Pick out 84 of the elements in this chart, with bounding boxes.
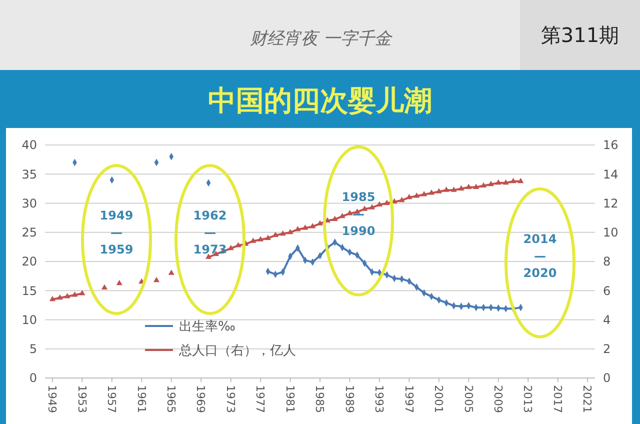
chart-title: 中国的四次婴儿潮	[208, 84, 432, 117]
x-tick-label: 1973	[224, 385, 237, 413]
y-tick-label: 25	[22, 226, 37, 240]
x-tick-label: 2017	[550, 385, 564, 413]
annotation: 1962 — 1973	[193, 208, 227, 257]
y2-tick-label: 0	[603, 371, 611, 386]
point	[480, 182, 487, 188]
x-tick-label: 1993	[372, 385, 386, 413]
point	[450, 186, 457, 192]
y2-tick-label: 2	[603, 342, 611, 356]
point	[473, 184, 480, 189]
point	[428, 190, 435, 195]
point	[421, 191, 428, 196]
point	[510, 178, 516, 184]
y2-tick-label: 10	[603, 226, 618, 240]
point	[502, 179, 509, 185]
point	[258, 236, 264, 242]
y-tick-label: 35	[22, 167, 37, 182]
point	[116, 280, 122, 286]
point	[346, 210, 353, 216]
point	[384, 200, 390, 206]
point	[280, 230, 286, 236]
x-tick-label: 2005	[462, 385, 475, 413]
annotation: 1985 — 1990	[342, 190, 376, 238]
y-tick-label: 10	[22, 312, 37, 327]
point	[466, 184, 472, 189]
annotation: 2014 — 2020	[523, 232, 557, 280]
point	[79, 290, 86, 296]
point	[354, 208, 360, 214]
point	[205, 254, 212, 259]
x-tick-label: 1981	[283, 385, 296, 413]
y-tick-label: 20	[22, 254, 37, 269]
point	[398, 196, 405, 202]
point	[339, 212, 346, 218]
y2-tick-label: 16	[603, 138, 618, 152]
y2-tick-label: 6	[603, 284, 611, 298]
y-tick-label: 0	[29, 371, 37, 386]
point	[414, 192, 420, 198]
point	[294, 226, 301, 232]
y-tick-label: 15	[22, 284, 37, 298]
point	[332, 216, 338, 222]
x-tick-label: 2013	[521, 385, 534, 413]
point	[488, 180, 494, 186]
x-tick-label: 2021	[580, 385, 594, 413]
point	[64, 292, 70, 298]
point	[287, 228, 294, 234]
x-tick-label: 1957	[105, 385, 118, 413]
point	[458, 185, 464, 190]
x-tick-label: 1997	[402, 385, 416, 413]
x-tick-label: 1977	[254, 385, 267, 413]
point	[264, 234, 272, 240]
x-tick-label: 1985	[313, 385, 326, 413]
point	[495, 179, 502, 185]
y2-tick-label: 8	[603, 254, 611, 269]
point	[443, 186, 450, 192]
point	[368, 204, 376, 210]
point	[168, 270, 174, 275]
point	[153, 276, 160, 282]
y2-tick-label: 12	[603, 196, 618, 210]
x-tick-label: 1969	[194, 385, 208, 413]
y2-tick-label: 14	[603, 167, 618, 182]
point	[101, 284, 108, 290]
point	[56, 294, 63, 300]
x-tick-label: 2009	[492, 385, 505, 413]
legend-label: 总人口（右），亿人	[178, 344, 296, 359]
x-tick-label: 1953	[75, 385, 88, 413]
x-tick-label: 1989	[342, 385, 356, 413]
x-tick-label: 2001	[432, 385, 446, 413]
text: 第311期	[540, 23, 620, 47]
point	[518, 178, 524, 184]
x-tick-label: 1949	[46, 385, 59, 413]
text: 财经宵夜 一字千金	[250, 29, 394, 49]
point	[310, 223, 316, 228]
point	[49, 296, 56, 302]
x-tick-label: 1965	[164, 385, 178, 413]
annotation: 1949 — 1959	[100, 208, 134, 257]
legend-label: 出生率‰	[179, 318, 236, 335]
point	[436, 188, 442, 194]
x-tick-label: 1961	[134, 385, 148, 413]
y-tick-label: 5	[29, 342, 37, 356]
y-tick-label: 30	[22, 196, 37, 210]
y2-tick-label: 4	[603, 312, 611, 327]
point	[302, 224, 308, 230]
y-tick-label: 40	[22, 138, 37, 152]
